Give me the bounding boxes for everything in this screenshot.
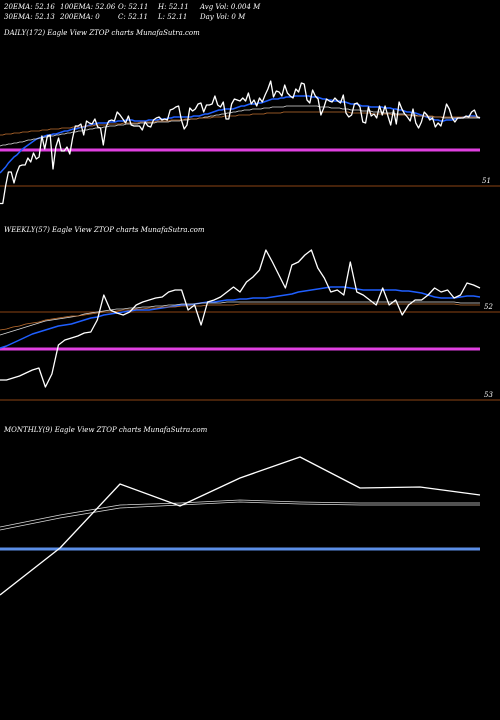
- header-ema30: 30EMA: 52.13: [4, 13, 55, 21]
- daily-price-line: [0, 80, 481, 205]
- header-open: O: 52.11: [118, 3, 148, 11]
- monthly-ema-light-line: [0, 501, 480, 531]
- weekly-axis-label-top: 52: [484, 303, 493, 311]
- daily-panel-title: DAILY(172) Eagle View ZTOP charts Munafa…: [3, 29, 200, 37]
- weekly-price-line: [0, 249, 481, 388]
- header-close: C: 52.11: [118, 13, 148, 21]
- monthly-ema-slow-line: [0, 499, 480, 528]
- weekly-panel: WEEKLY(57) Eagle View ZTOP charts Munafa…: [0, 226, 500, 401]
- weekly-ema-brown-line: [0, 303, 480, 331]
- header-ema20: 20EMA: 52.16: [3, 3, 55, 11]
- header-ema200: 200EMA: 0: [59, 13, 100, 21]
- daily-axis-label: 51: [482, 177, 491, 185]
- weekly-ema-fast-line: [0, 286, 481, 349]
- weekly-axis-label-bottom: 53: [484, 391, 493, 399]
- header-high: H: 52.11: [157, 3, 189, 11]
- daily-ema-fast-line: [0, 95, 481, 174]
- monthly-price-line: [0, 456, 481, 596]
- header-low: L: 52.11: [157, 13, 187, 21]
- daily-ema-brown-line: [0, 111, 480, 136]
- daily-ema-slow-line: [0, 105, 480, 147]
- daily-panel: DAILY(172) Eagle View ZTOP charts Munafa…: [0, 29, 500, 205]
- header-day-vol: Day Vol: 0 M: [199, 13, 246, 21]
- header-ema100: 100EMA: 52.06: [60, 3, 116, 11]
- header-stats: 20EMA: 52.16 100EMA: 52.06 O: 52.11 H: 5…: [3, 3, 261, 21]
- monthly-panel: MONTHLY(9) Eagle View ZTOP charts Munafa…: [0, 426, 481, 596]
- monthly-panel-title: MONTHLY(9) Eagle View ZTOP charts Munafa…: [3, 426, 208, 434]
- weekly-panel-title: WEEKLY(57) Eagle View ZTOP charts Munafa…: [4, 226, 205, 234]
- header-avg-vol: Avg Vol: 0.004 M: [199, 3, 261, 11]
